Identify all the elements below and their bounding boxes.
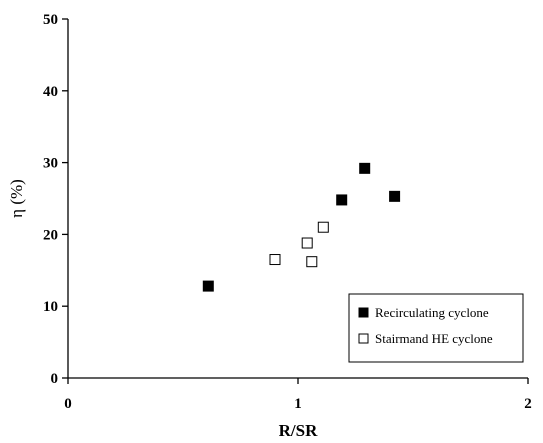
stairmand-point bbox=[317, 221, 329, 233]
legend: Recirculating cyclone Stairmand HE cyclo… bbox=[348, 293, 524, 363]
x-tick-label: 1 bbox=[294, 396, 302, 412]
legend-box bbox=[348, 293, 524, 363]
x-tick-label: 0 bbox=[64, 396, 72, 412]
recirculating-point bbox=[202, 280, 214, 292]
y-axis-ticks: 0 10 20 30 40 50 bbox=[43, 12, 68, 387]
x-axis-title: R/SR bbox=[279, 421, 318, 440]
y-tick-label: 20 bbox=[43, 227, 58, 243]
y-axis-title: η (%) bbox=[7, 179, 26, 218]
data-points bbox=[202, 162, 401, 292]
recirculating-point bbox=[389, 190, 401, 202]
axes: 0 10 20 30 40 50 0 1 2 bbox=[43, 12, 532, 412]
y-tick-label: 0 bbox=[51, 371, 59, 387]
x-tick-label: 2 bbox=[524, 396, 532, 412]
recirculating-point bbox=[359, 162, 371, 174]
y-tick-label: 30 bbox=[43, 156, 58, 172]
y-tick-label: 10 bbox=[43, 299, 58, 315]
stairmand-point bbox=[306, 256, 318, 268]
legend-marker-recirculating bbox=[358, 307, 369, 318]
stairmand-point bbox=[301, 237, 313, 249]
y-tick-label: 40 bbox=[43, 84, 58, 100]
y-tick-label: 50 bbox=[43, 12, 58, 28]
legend-marker-stairmand bbox=[358, 333, 369, 344]
x-axis-ticks: 0 1 2 bbox=[64, 378, 532, 412]
legend-label-stairmand: Stairmand HE cyclone bbox=[375, 331, 493, 346]
stairmand-point bbox=[269, 254, 281, 266]
recirculating-point bbox=[336, 194, 348, 206]
legend-label-recirculating: Recirculating cyclone bbox=[375, 305, 489, 320]
